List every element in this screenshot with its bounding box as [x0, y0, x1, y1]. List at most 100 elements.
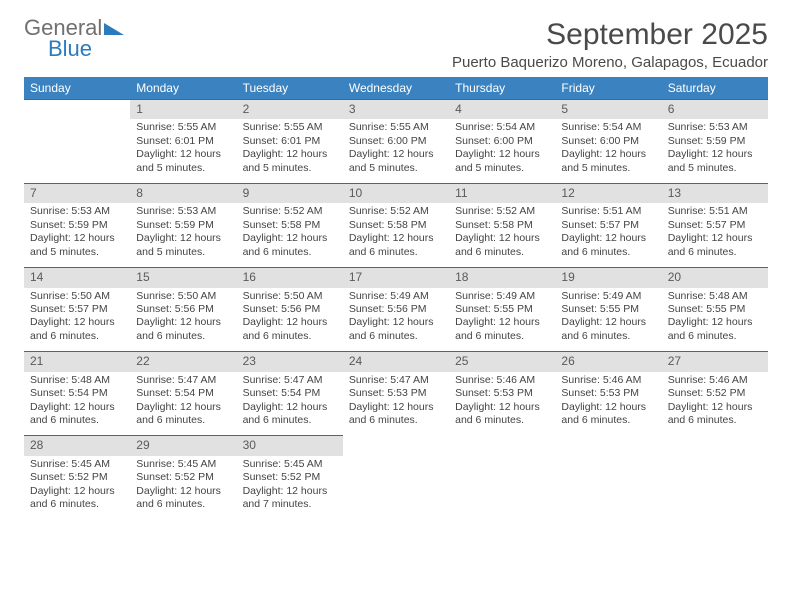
daylight-text: Daylight: 12 hours and 6 minutes. [668, 232, 762, 259]
day-cell: Sunrise: 5:45 AMSunset: 5:52 PMDaylight:… [237, 456, 343, 520]
day-header-row: Sunday Monday Tuesday Wednesday Thursday… [24, 77, 768, 100]
sunrise-text: Sunrise: 5:53 AM [668, 121, 762, 134]
sunset-text: Sunset: 6:01 PM [136, 135, 230, 148]
title-block: September 2025 Puerto Baquerizo Moreno, … [452, 18, 768, 71]
content-row: Sunrise: 5:53 AMSunset: 5:59 PMDaylight:… [24, 203, 768, 267]
day-cell: Sunrise: 5:50 AMSunset: 5:57 PMDaylight:… [24, 288, 130, 352]
sunset-text: Sunset: 5:55 PM [668, 303, 762, 316]
day-cell: Sunrise: 5:45 AMSunset: 5:52 PMDaylight:… [130, 456, 236, 520]
day-number: 26 [555, 352, 661, 372]
day-number: 13 [662, 184, 768, 204]
day-number: 20 [662, 268, 768, 288]
daylight-text: Daylight: 12 hours and 6 minutes. [455, 401, 549, 428]
sunrise-text: Sunrise: 5:52 AM [243, 205, 337, 218]
sunset-text: Sunset: 5:53 PM [455, 387, 549, 400]
daynum-row: 123456 [24, 100, 768, 120]
day-header: Monday [130, 77, 236, 100]
day-number: 5 [555, 100, 661, 120]
day-number: 9 [237, 184, 343, 204]
daylight-text: Daylight: 12 hours and 5 minutes. [136, 232, 230, 259]
daylight-text: Daylight: 12 hours and 5 minutes. [668, 148, 762, 175]
day-number: 27 [662, 352, 768, 372]
sunrise-text: Sunrise: 5:47 AM [136, 374, 230, 387]
sunrise-text: Sunrise: 5:51 AM [561, 205, 655, 218]
day-number [662, 436, 768, 456]
day-cell: Sunrise: 5:46 AMSunset: 5:53 PMDaylight:… [555, 372, 661, 436]
sunset-text: Sunset: 5:58 PM [243, 219, 337, 232]
sunset-text: Sunset: 5:58 PM [349, 219, 443, 232]
logo-triangle-icon [104, 18, 124, 39]
sunset-text: Sunset: 5:59 PM [668, 135, 762, 148]
day-number: 24 [343, 352, 449, 372]
day-cell: Sunrise: 5:48 AMSunset: 5:54 PMDaylight:… [24, 372, 130, 436]
daylight-text: Daylight: 12 hours and 6 minutes. [30, 485, 124, 512]
day-cell: Sunrise: 5:53 AMSunset: 5:59 PMDaylight:… [24, 203, 130, 267]
day-number: 10 [343, 184, 449, 204]
daylight-text: Daylight: 12 hours and 6 minutes. [136, 401, 230, 428]
sunset-text: Sunset: 5:55 PM [561, 303, 655, 316]
sunrise-text: Sunrise: 5:54 AM [561, 121, 655, 134]
daylight-text: Daylight: 12 hours and 5 minutes. [455, 148, 549, 175]
daynum-row: 14151617181920 [24, 268, 768, 288]
sunset-text: Sunset: 5:52 PM [243, 471, 337, 484]
day-cell: Sunrise: 5:47 AMSunset: 5:53 PMDaylight:… [343, 372, 449, 436]
sunrise-text: Sunrise: 5:50 AM [243, 290, 337, 303]
sunset-text: Sunset: 5:54 PM [30, 387, 124, 400]
day-number: 19 [555, 268, 661, 288]
day-cell: Sunrise: 5:53 AMSunset: 5:59 PMDaylight:… [130, 203, 236, 267]
content-row: Sunrise: 5:45 AMSunset: 5:52 PMDaylight:… [24, 456, 768, 520]
day-number: 17 [343, 268, 449, 288]
day-number [449, 436, 555, 456]
daylight-text: Daylight: 12 hours and 5 minutes. [30, 232, 124, 259]
day-number: 15 [130, 268, 236, 288]
sunrise-text: Sunrise: 5:49 AM [561, 290, 655, 303]
sunrise-text: Sunrise: 5:51 AM [668, 205, 762, 218]
sunrise-text: Sunrise: 5:46 AM [668, 374, 762, 387]
day-cell: Sunrise: 5:49 AMSunset: 5:55 PMDaylight:… [555, 288, 661, 352]
sunrise-text: Sunrise: 5:52 AM [455, 205, 549, 218]
sunset-text: Sunset: 6:00 PM [349, 135, 443, 148]
day-cell: Sunrise: 5:46 AMSunset: 5:52 PMDaylight:… [662, 372, 768, 436]
day-number: 11 [449, 184, 555, 204]
day-number: 6 [662, 100, 768, 120]
calendar-table: Sunday Monday Tuesday Wednesday Thursday… [24, 77, 768, 520]
daylight-text: Daylight: 12 hours and 7 minutes. [243, 485, 337, 512]
sunrise-text: Sunrise: 5:55 AM [349, 121, 443, 134]
daylight-text: Daylight: 12 hours and 6 minutes. [455, 232, 549, 259]
sunrise-text: Sunrise: 5:55 AM [136, 121, 230, 134]
day-number: 7 [24, 184, 130, 204]
day-cell: Sunrise: 5:52 AMSunset: 5:58 PMDaylight:… [449, 203, 555, 267]
sunrise-text: Sunrise: 5:45 AM [243, 458, 337, 471]
daylight-text: Daylight: 12 hours and 6 minutes. [349, 401, 443, 428]
daylight-text: Daylight: 12 hours and 6 minutes. [349, 232, 443, 259]
daynum-row: 282930 [24, 436, 768, 456]
sunset-text: Sunset: 5:57 PM [561, 219, 655, 232]
sunset-text: Sunset: 5:53 PM [349, 387, 443, 400]
daynum-row: 78910111213 [24, 184, 768, 204]
content-row: Sunrise: 5:48 AMSunset: 5:54 PMDaylight:… [24, 372, 768, 436]
day-number: 21 [24, 352, 130, 372]
day-number: 12 [555, 184, 661, 204]
sunrise-text: Sunrise: 5:45 AM [136, 458, 230, 471]
sunrise-text: Sunrise: 5:48 AM [668, 290, 762, 303]
sunrise-text: Sunrise: 5:46 AM [455, 374, 549, 387]
sunset-text: Sunset: 5:57 PM [668, 219, 762, 232]
day-header: Friday [555, 77, 661, 100]
day-number: 16 [237, 268, 343, 288]
sunset-text: Sunset: 5:58 PM [455, 219, 549, 232]
daylight-text: Daylight: 12 hours and 5 minutes. [136, 148, 230, 175]
day-header: Saturday [662, 77, 768, 100]
day-cell: Sunrise: 5:48 AMSunset: 5:55 PMDaylight:… [662, 288, 768, 352]
sunrise-text: Sunrise: 5:49 AM [349, 290, 443, 303]
header: General Blue September 2025 Puerto Baque… [24, 18, 768, 71]
day-cell: Sunrise: 5:49 AMSunset: 5:55 PMDaylight:… [449, 288, 555, 352]
day-cell [343, 456, 449, 520]
day-header: Thursday [449, 77, 555, 100]
day-number: 28 [24, 436, 130, 456]
day-number: 8 [130, 184, 236, 204]
logo-line2: Blue [48, 39, 124, 60]
sunrise-text: Sunrise: 5:50 AM [136, 290, 230, 303]
daylight-text: Daylight: 12 hours and 6 minutes. [243, 316, 337, 343]
day-number: 29 [130, 436, 236, 456]
sunset-text: Sunset: 5:52 PM [136, 471, 230, 484]
